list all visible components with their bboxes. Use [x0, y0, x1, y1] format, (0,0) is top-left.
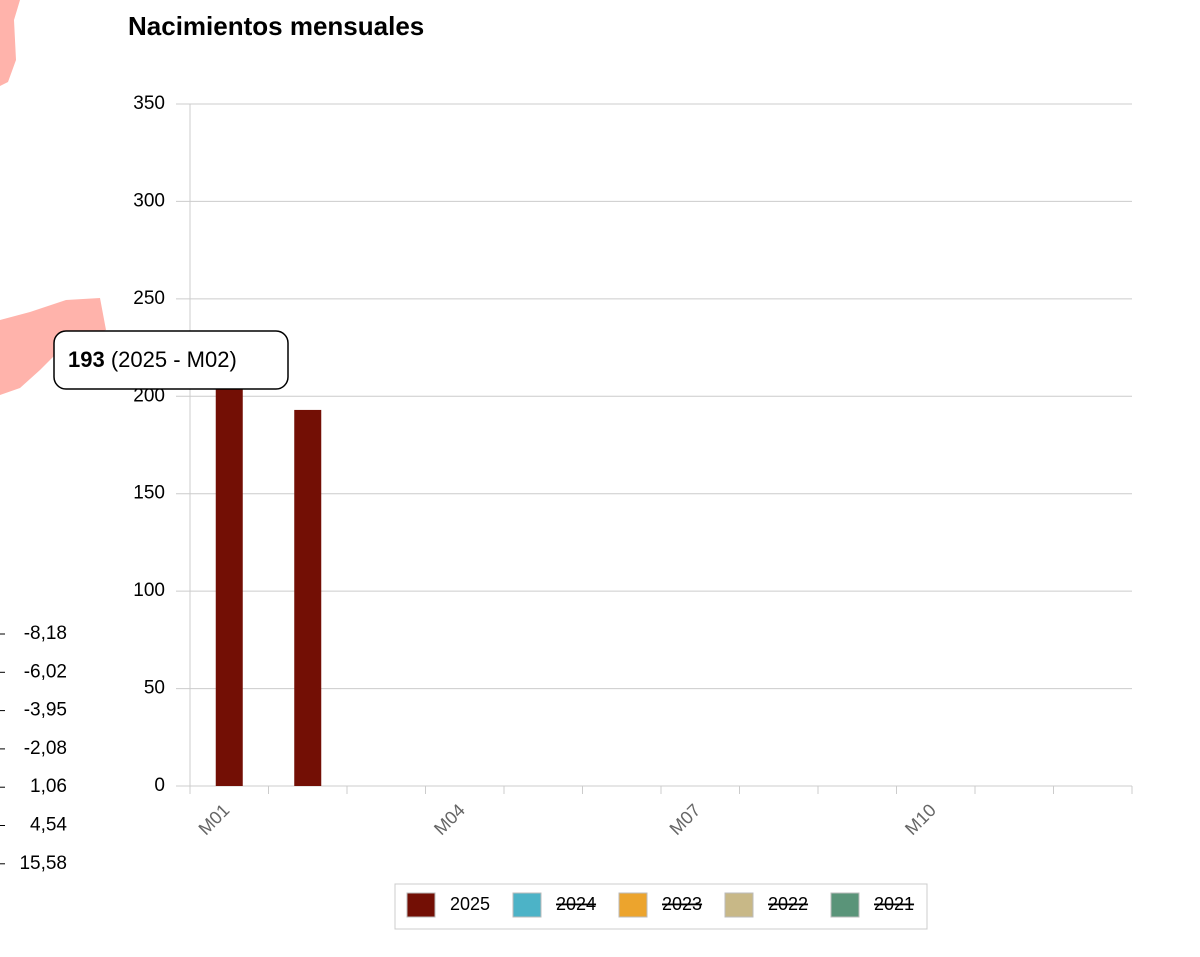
legend-swatch[interactable]: [618, 892, 648, 918]
x-tick-label: M04: [430, 800, 469, 839]
legend-swatch[interactable]: [830, 892, 860, 918]
y-tick-label: 100: [133, 580, 165, 601]
legend[interactable]: 2025 2024 2023 2022 2021: [406, 892, 914, 918]
legend-swatch[interactable]: [724, 892, 754, 918]
map-legend-label: 15,58: [19, 853, 67, 874]
x-tick-label: M10: [901, 800, 940, 839]
tooltip-value: 193: [68, 347, 105, 372]
map-shape: [0, 298, 106, 395]
bar: [215, 384, 243, 786]
map-shape: [0, 0, 20, 86]
legend-label[interactable]: 2023: [662, 894, 702, 914]
map-legend-label: -2,08: [24, 738, 67, 759]
y-tick-label: 300: [133, 190, 165, 211]
y-tick-label: 200: [133, 385, 165, 406]
tooltip-box: [53, 330, 289, 390]
legend-label[interactable]: 2024: [556, 894, 596, 914]
map-legend: -8,18 -6,02 -3,95 -2,08 1,06 4,54 15,58: [0, 623, 67, 874]
x-tick-label: M01: [195, 800, 234, 839]
map-legend-label: 1,06: [30, 776, 67, 797]
x-tick-label: M07: [666, 800, 705, 839]
map-legend-label: -8,18: [24, 623, 67, 644]
tooltip-label: (2025 - M02): [111, 347, 237, 372]
plot: 0 50 100 150 200 250 300 350 M01 M04 M07 M10: [133, 93, 1133, 839]
legend-label[interactable]: 2021: [874, 894, 914, 914]
y-tick-label: 350: [133, 93, 165, 114]
chart-title: Nacimientos mensuales: [128, 11, 424, 41]
map-legend-label: -6,02: [24, 661, 67, 682]
map-legend-label: 4,54: [30, 815, 67, 836]
legend-label[interactable]: 2025: [450, 894, 490, 914]
bar: [294, 409, 322, 786]
map-legend-label: -3,95: [24, 700, 67, 721]
y-tick-label: 0: [154, 775, 165, 796]
y-tick-label: 150: [133, 483, 165, 504]
legend-swatch[interactable]: [512, 892, 542, 918]
legend-swatch[interactable]: [406, 892, 436, 918]
tooltip-text: 193 (2025 - M02): [68, 347, 237, 372]
y-tick-label: 250: [133, 288, 165, 309]
legend-label[interactable]: 2022: [768, 894, 808, 914]
y-tick-label: 50: [144, 678, 165, 699]
